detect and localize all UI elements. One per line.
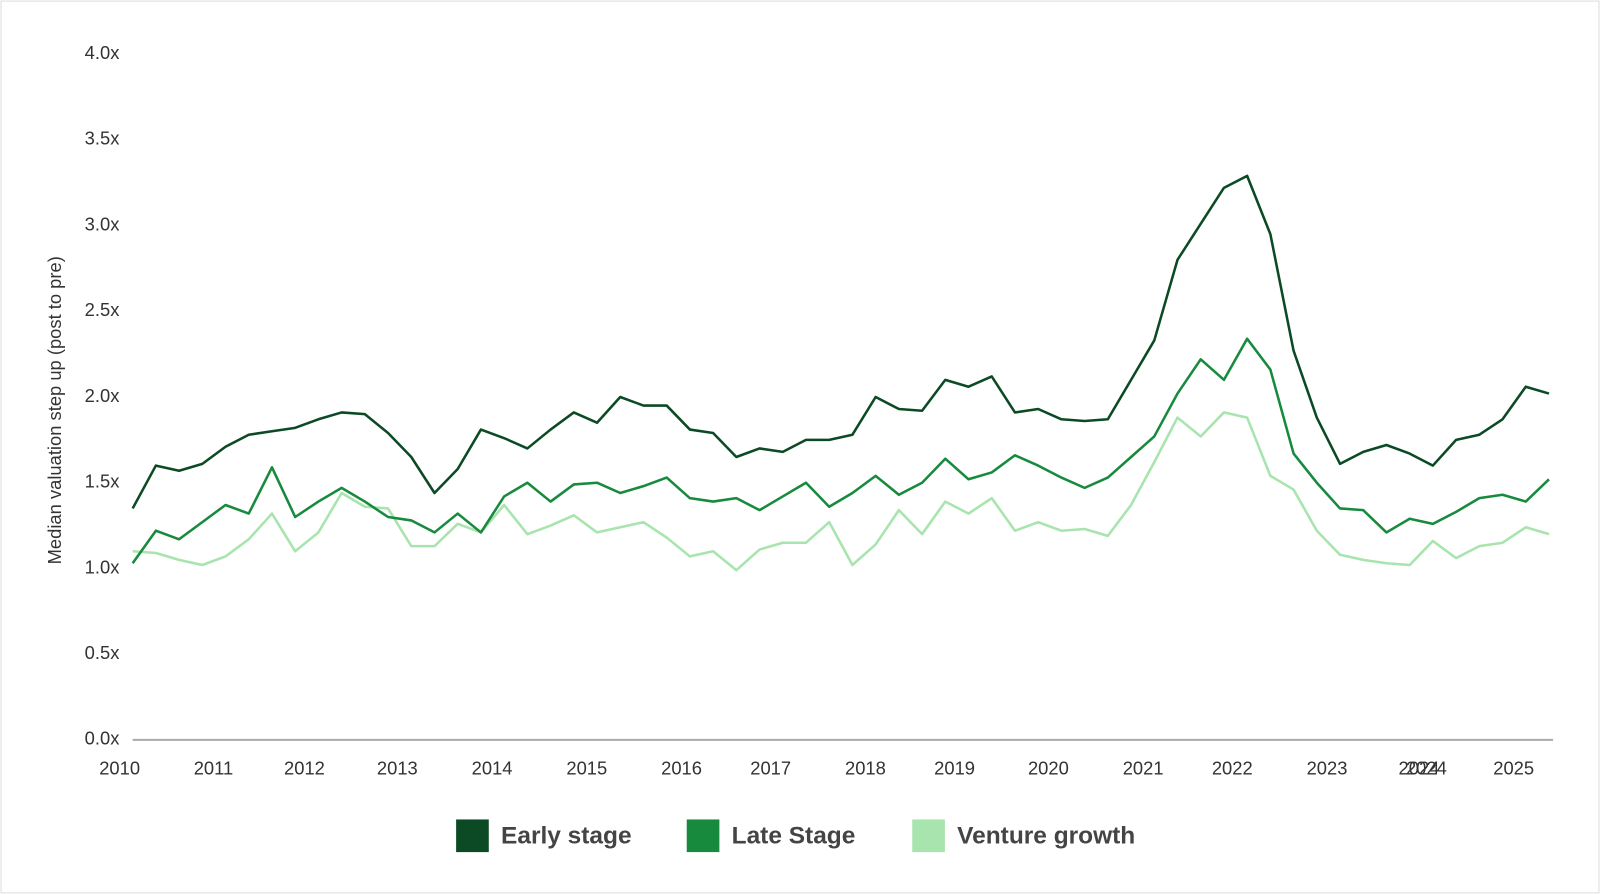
x-tick-label: 2024 [1406,757,1447,778]
x-tick-label: 2010 [99,757,140,778]
x-tick-label: 2025 [1493,757,1534,778]
series-line [131,337,1550,565]
x-tick-label: 2012 [284,757,325,778]
series-line [131,174,1550,510]
y-tick-label: 1.0x [85,556,120,577]
x-tick-label: 2020 [1028,757,1069,778]
y-tick-label: 1.5x [85,471,120,492]
series-line [132,411,1550,572]
y-tick-label: 3.5x [85,128,120,149]
legend-swatch [686,819,720,853]
x-tick-label: 2013 [377,757,418,778]
x-tick-label: 2014 [472,757,513,778]
x-tick-label: 2024 [1399,757,1440,778]
y-tick-label: 4.0x [85,42,120,63]
x-tick-label: 2017 [750,757,791,778]
x-tick-label: 2021 [1123,757,1164,778]
x-tick-label: 2016 [661,757,702,778]
y-tick-label: 0.0x [85,728,120,749]
legend-swatch [456,819,489,853]
x-tick-label: 2011 [194,757,233,778]
x-tick-label: 2018 [845,757,886,778]
y-tick-label: 2.0x [85,385,120,406]
y-tick-label: 2.5x [85,299,120,320]
legend-swatch [912,819,945,853]
x-tick-label: 2023 [1307,757,1348,778]
y-tick-label: 0.5x [85,642,120,663]
y-axis-label: Median valuation step up (post to pre) [44,256,65,564]
y-tick-label: 3.0x [85,213,120,234]
legend-label: Early stage [501,822,632,849]
x-tick-label: 2019 [934,757,975,778]
x-tick-label: 2022 [1212,757,1253,778]
legend-label: Venture growth [957,822,1135,849]
legend-label: Late Stage [732,822,856,849]
x-tick-label: 2015 [566,757,607,778]
